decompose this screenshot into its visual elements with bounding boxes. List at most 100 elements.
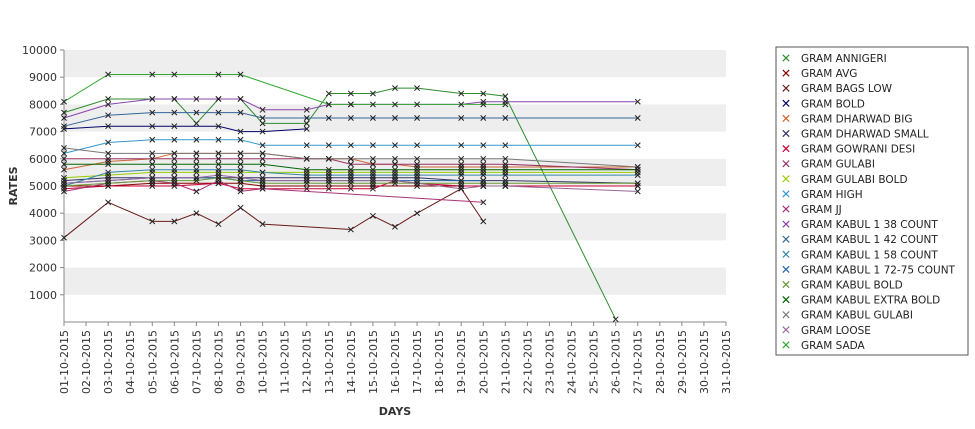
data-point: [369, 212, 376, 219]
grid-band: [64, 267, 726, 295]
data-point: [215, 71, 222, 78]
data-point: [502, 172, 509, 179]
legend-label: GRAM KABUL GULABI: [801, 310, 913, 322]
data-point: [215, 123, 222, 130]
legend-item: GRAM HIGH: [782, 189, 863, 201]
data-point: [480, 98, 487, 105]
data-point: [193, 96, 200, 102]
data-point: [634, 115, 641, 121]
data-point: [414, 155, 421, 162]
data-point: [237, 169, 244, 176]
data-point: [392, 223, 398, 230]
data-point: [215, 161, 222, 168]
legend-item: GRAM LOOSE: [782, 325, 871, 337]
data-point: [458, 161, 465, 168]
data-point: [414, 85, 421, 92]
data-point: [369, 142, 376, 149]
data-point: [325, 115, 332, 121]
x-tick-label: 11-10-2015: [279, 330, 292, 394]
data-point: [171, 109, 178, 116]
data-point: [303, 155, 310, 162]
data-point: [458, 164, 465, 170]
data-point: [502, 155, 509, 162]
data-point: [105, 177, 112, 184]
data-point: [61, 109, 67, 116]
data-point: [149, 218, 156, 225]
data-point: [414, 174, 421, 181]
data-point: [480, 161, 487, 168]
y-tick-label: 2000: [29, 262, 57, 275]
data-point: [105, 96, 112, 102]
data-point: [149, 169, 156, 176]
data-point: [303, 185, 310, 192]
data-point: [480, 180, 487, 187]
data-point: [171, 177, 178, 184]
series-points: [61, 71, 641, 323]
data-point: [414, 115, 421, 121]
data-point: [325, 185, 332, 192]
data-point: [171, 155, 178, 162]
series-line: [63, 147, 638, 168]
x-tick-label: 25-10-2015: [588, 330, 601, 394]
data-point: [105, 199, 112, 206]
data-point: [237, 204, 244, 211]
data-point: [480, 177, 487, 184]
data-point: [215, 155, 222, 162]
y-tick-label: 8000: [29, 98, 57, 111]
legend-label: GRAM SADA: [801, 340, 866, 352]
data-point: [61, 174, 67, 181]
data-point: [171, 174, 178, 181]
data-point: [105, 169, 112, 176]
x-tick-label: 02-10-2015: [80, 330, 93, 394]
data-point: [369, 185, 376, 192]
data-point: [149, 123, 156, 130]
data-point: [105, 158, 112, 165]
data-point: [480, 166, 487, 173]
data-point: [347, 169, 354, 176]
data-point: [502, 180, 509, 187]
data-point: [392, 85, 398, 92]
data-point: [480, 199, 487, 206]
data-point: [347, 174, 354, 181]
data-point: [61, 98, 67, 105]
data-point: [259, 185, 266, 192]
data-point: [259, 221, 266, 228]
x-tick-label: 20-10-2015: [477, 330, 490, 394]
legend-label: GRAM AVG: [801, 68, 857, 80]
data-point: [634, 180, 641, 187]
data-point: [458, 180, 465, 187]
x-tick-label: 30-10-2015: [698, 330, 711, 394]
legend-label: GRAM DHARWAD BIG: [801, 113, 912, 125]
x-tick-label: 18-10-2015: [433, 330, 446, 394]
data-point: [61, 155, 67, 162]
data-point: [347, 101, 354, 108]
data-point: [392, 172, 398, 179]
data-point: [502, 161, 509, 168]
data-point: [61, 150, 67, 157]
data-point: [149, 177, 156, 184]
data-point: [458, 166, 465, 173]
data-point: [105, 112, 112, 119]
legend-item: GRAM KABUL GULABI: [782, 310, 913, 322]
data-point: [237, 109, 244, 116]
legend-item: GRAM ANNIGERI: [782, 53, 887, 65]
series-line: [63, 171, 638, 179]
data-point: [303, 166, 310, 173]
data-point: [325, 169, 332, 176]
data-point: [237, 128, 244, 135]
data-point: [325, 90, 332, 97]
legend-label: GRAM BOLD: [801, 98, 865, 110]
data-point: [193, 161, 200, 168]
data-point: [480, 218, 487, 225]
x-tick-label: 06-10-2015: [168, 330, 181, 394]
x-tick-label: 31-10-2015: [720, 330, 733, 394]
data-point: [634, 98, 641, 105]
data-point: [215, 150, 222, 157]
data-point: [171, 71, 178, 78]
y-tick-label: 1000: [29, 289, 57, 302]
y-tick-label: 9000: [29, 71, 57, 84]
data-point: [634, 169, 641, 176]
data-point: [634, 183, 641, 189]
data-point: [347, 226, 354, 233]
data-point: [325, 174, 332, 181]
